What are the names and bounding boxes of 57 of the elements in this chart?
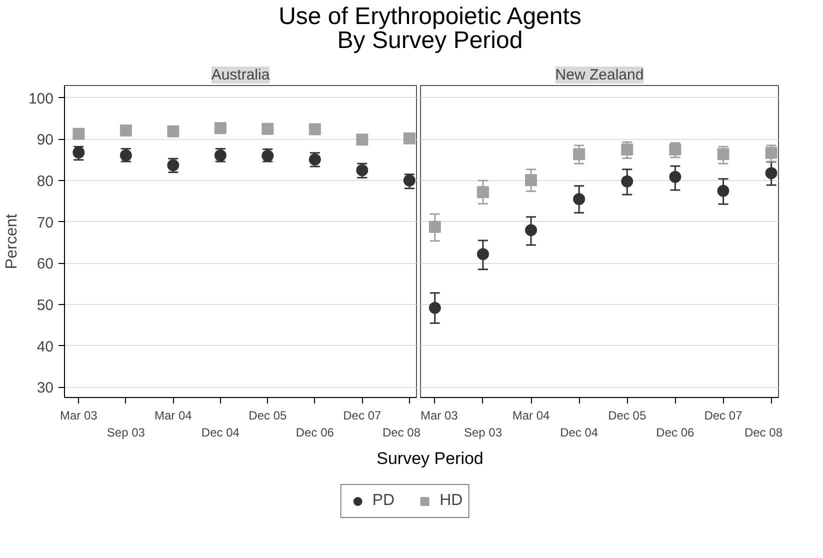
point <box>403 174 416 187</box>
point <box>476 186 489 198</box>
x-axis-title: Survey Period <box>376 448 484 470</box>
legend-label: PD <box>372 492 395 510</box>
point <box>621 144 634 156</box>
point <box>403 132 416 144</box>
x-tick-label: Dec 06 <box>656 425 695 440</box>
legend-label: HD <box>440 492 463 510</box>
point <box>72 146 85 158</box>
x-tick-label: Dec 04 <box>560 425 598 440</box>
point <box>525 224 538 236</box>
point <box>428 220 441 233</box>
chart-subtitle: New Zealand <box>555 66 644 84</box>
y-tick-label: 30 <box>36 380 54 397</box>
point <box>717 184 730 197</box>
point <box>214 122 226 134</box>
x-tick-label: Sep 03 <box>106 425 146 440</box>
y-axis-title: Percent <box>3 213 20 270</box>
y-tick-label: 100 <box>28 90 54 108</box>
chart-title: Use of Erythropoietic Agents By Survey Period <box>278 3 582 54</box>
x-tick-label: Mar 04 <box>154 408 192 422</box>
chart-subtitle: Australia <box>211 66 270 84</box>
point <box>573 148 586 160</box>
x-tick-label: Sep 03 <box>464 425 502 440</box>
y-tick-label: 60 <box>36 256 54 273</box>
y-tick-label: 50 <box>36 297 54 314</box>
x-tick-label: Dec 08 <box>382 425 421 440</box>
point <box>308 123 321 136</box>
point <box>765 167 778 180</box>
x-tick-label: Dec 05 <box>608 408 646 422</box>
point <box>356 134 368 146</box>
y-tick-label: 70 <box>36 214 54 232</box>
x-tick-label: Mar 03 <box>420 408 458 422</box>
point <box>428 302 441 314</box>
x-tick-label: Dec 06 <box>296 425 334 440</box>
point <box>72 128 85 140</box>
point <box>765 146 778 159</box>
point <box>120 124 132 137</box>
point <box>717 148 730 160</box>
point <box>573 193 586 206</box>
point <box>167 125 180 138</box>
x-tick-label: Dec 04 <box>201 425 240 440</box>
x-tick-label: Dec 07 <box>704 408 743 422</box>
y-tick-label: 40 <box>36 338 54 356</box>
x-tick-label: Mar 03 <box>60 408 98 422</box>
x-tick-label: Dec 08 <box>744 425 783 440</box>
point <box>621 175 634 188</box>
point <box>669 170 682 183</box>
x-tick-label: Mar 04 <box>512 408 550 422</box>
point <box>476 248 489 260</box>
point <box>669 144 682 156</box>
y-tick-label: 90 <box>36 132 54 149</box>
point <box>525 174 538 186</box>
x-tick-label: Dec 05 <box>248 408 288 422</box>
point <box>262 122 274 135</box>
y-tick-label: 80 <box>36 173 54 190</box>
x-tick-label: Dec 07 <box>343 408 382 422</box>
